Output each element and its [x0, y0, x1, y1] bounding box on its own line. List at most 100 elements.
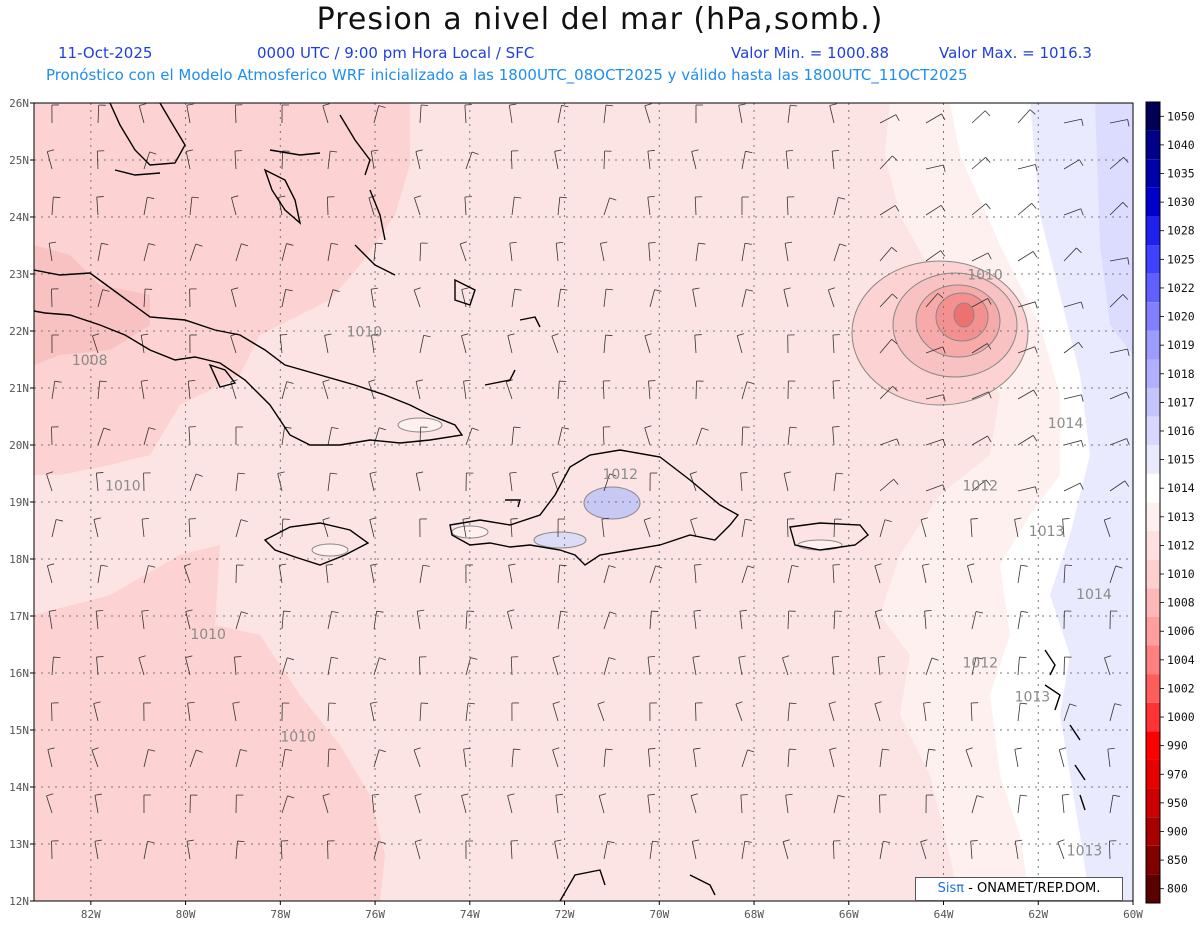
wind-barb	[1063, 159, 1084, 170]
colorbar-label: 1022	[1167, 281, 1195, 295]
wind-barb	[419, 242, 428, 262]
coast-puertorico	[789, 522, 869, 551]
wind-barb	[373, 242, 383, 262]
wind-barb	[1017, 251, 1038, 262]
wind-barb	[693, 609, 701, 630]
isobar-label: 1010	[280, 729, 316, 745]
wind-barb	[783, 471, 791, 492]
wind-barb	[832, 334, 840, 354]
wind-barb	[925, 794, 934, 814]
wind-barb	[235, 243, 249, 262]
wind-barb	[692, 287, 700, 308]
wind-barb	[832, 380, 841, 400]
colorbar: 1050 1040 1035 1030 1028 1025 1022 1020 1019 1018…	[1145, 101, 1195, 904]
wind-barb	[1063, 564, 1073, 584]
coast-exuma	[354, 244, 396, 276]
wind-barb	[1017, 389, 1038, 400]
coast-eleuthera	[369, 189, 386, 241]
high-jamaica	[311, 543, 349, 557]
wind-barb	[140, 379, 149, 400]
colorbar-label: 1020	[1167, 310, 1195, 324]
wind-barb	[877, 655, 886, 676]
colorbar-swatch	[1146, 473, 1160, 503]
wind-barb	[373, 749, 386, 768]
wind-barb	[552, 701, 560, 722]
wind-barb	[879, 794, 887, 814]
isobar-label: 1010	[347, 325, 383, 341]
wind-barb	[281, 610, 291, 630]
wind-barb	[279, 333, 288, 354]
wind-barb	[281, 795, 295, 814]
wind-barb	[507, 333, 515, 354]
wind-barb	[143, 151, 157, 170]
colorbar-label: 850	[1167, 853, 1188, 867]
wind-barb	[741, 150, 753, 170]
wind-barb	[1109, 119, 1130, 127]
wind-barb	[925, 657, 939, 676]
wind-barb	[695, 427, 709, 446]
wind-barb	[327, 242, 339, 262]
colorbar-swatch	[1146, 187, 1160, 217]
wind-barb	[879, 293, 898, 308]
wind-barb	[785, 793, 793, 814]
wind-barb	[143, 702, 151, 722]
wind-barb	[557, 104, 569, 124]
wind-barb	[1109, 348, 1130, 356]
wind-barb	[694, 196, 703, 216]
coast-cuba	[34, 269, 464, 446]
colorbar-swatch	[1146, 245, 1160, 274]
wind-barb	[738, 103, 746, 124]
lat-label: 25N	[9, 154, 29, 167]
wind-barb	[786, 196, 795, 216]
wind-barb	[510, 518, 518, 538]
wind-barb	[787, 334, 795, 354]
wind-barb	[602, 426, 611, 446]
colorbar-swatch	[1146, 159, 1160, 188]
isobar-label: 1013	[1067, 843, 1103, 859]
wind-barb	[322, 379, 330, 400]
wind-barb	[143, 840, 155, 860]
wind-barb	[971, 479, 991, 492]
wind-barb	[552, 655, 560, 676]
colorbar-swatch	[1146, 731, 1160, 760]
wind-barb	[51, 426, 59, 446]
wind-barb	[419, 334, 431, 354]
wind-barb	[874, 609, 883, 630]
wind-barb	[603, 611, 617, 630]
lat-label: 18N	[9, 553, 29, 566]
forecast-date: 11-Oct-2025	[58, 44, 153, 62]
wind-barb	[1057, 839, 1065, 860]
wind-barb	[1017, 164, 1038, 172]
wind-barb	[879, 519, 892, 538]
wind-barb	[373, 841, 386, 860]
lat-label: 17N	[9, 610, 29, 623]
wind-barb	[327, 426, 339, 446]
wind-barb	[97, 242, 109, 262]
wind-barb	[235, 519, 248, 538]
isobar-label: 1010	[190, 627, 226, 643]
low-1002	[953, 302, 975, 328]
wind-barb	[465, 657, 478, 676]
wind-barb	[465, 840, 473, 860]
wind-barb	[551, 471, 559, 492]
wind-barb	[327, 289, 340, 308]
wind-barb	[1109, 703, 1122, 722]
wind-barb	[879, 385, 898, 400]
wind-barb	[459, 241, 467, 262]
colorbar-label: 1008	[1167, 596, 1195, 610]
lat-label: 20N	[9, 439, 29, 452]
wind-barb	[600, 241, 608, 262]
wind-barb	[1109, 257, 1130, 265]
coast-caicos	[519, 316, 541, 328]
wind-barb	[923, 701, 931, 722]
wind-barb	[143, 749, 156, 768]
isobar-label: 1012	[602, 467, 638, 483]
wind-barb	[879, 478, 899, 492]
coast-andros	[263, 168, 302, 225]
wind-barb	[1017, 610, 1029, 630]
wind-barb	[91, 747, 99, 768]
lat-label: 13N	[9, 838, 29, 851]
isobar-label: 1013	[1029, 524, 1065, 540]
wind-barb	[554, 839, 562, 860]
wind-barb	[281, 243, 294, 262]
